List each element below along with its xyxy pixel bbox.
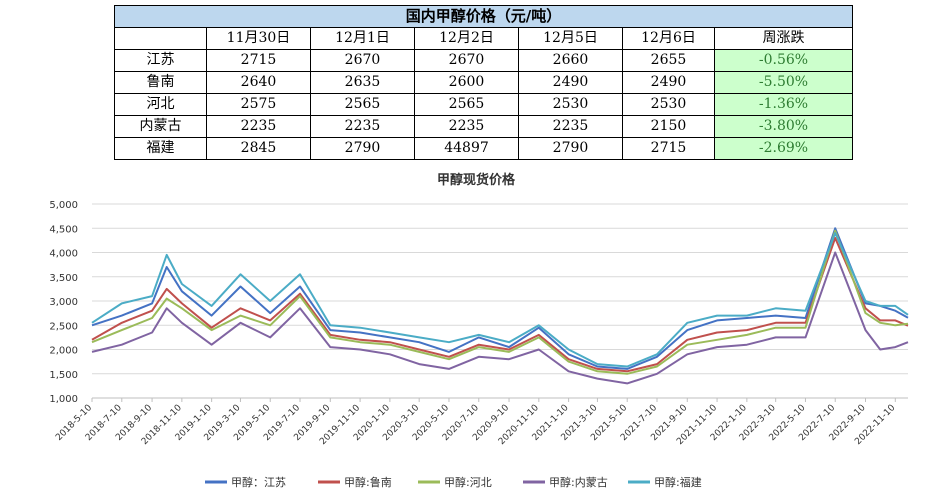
price-table: 国内甲醇价格（元/吨） 11月30日 12月1日 12月2日 12月5日 12月…: [114, 5, 853, 160]
change-cell: -2.69%: [714, 137, 853, 160]
price-cell: 2670: [310, 49, 415, 72]
grid-lines: [92, 203, 908, 399]
legend-label: 甲醇:内蒙古: [549, 475, 608, 489]
region-cell: 福建: [114, 137, 207, 160]
series-line: [91, 237, 909, 373]
y-tick-label: 4,000: [49, 249, 78, 260]
region-cell: 鲁南: [114, 71, 207, 94]
y-tick-label: 1,000: [49, 394, 78, 405]
region-cell: 内蒙古: [114, 115, 207, 138]
table-row: 鲁南 2640 2635 2600 2490 2490 -5.50%: [114, 71, 853, 94]
price-cell: 2670: [414, 49, 519, 72]
price-cell: 2575: [206, 93, 311, 116]
y-tick-label: 1,500: [49, 370, 78, 381]
price-cell: 2490: [622, 71, 715, 94]
y-tick-label: 2,500: [49, 321, 78, 332]
change-cell: -3.80%: [714, 115, 853, 138]
header-cell-change: 周涨跌: [714, 27, 853, 50]
y-tick-label: 3,500: [49, 273, 78, 284]
price-cell: 2530: [622, 93, 715, 116]
price-cell: 2235: [310, 115, 415, 138]
price-cell: 2235: [518, 115, 623, 138]
price-cell: 2150: [622, 115, 715, 138]
table-row: 内蒙古 2235 2235 2235 2235 2150 -3.80%: [114, 115, 853, 138]
chart-legend: 甲醇：江苏 甲醇:鲁南 甲醇:河北 甲醇:内蒙古 甲醇:福建: [205, 475, 702, 489]
price-cell: 2715: [206, 49, 311, 72]
table-row: 江苏 2715 2670 2670 2660 2655 -0.56%: [114, 49, 853, 72]
chart-title: 甲醇现货价格: [437, 172, 516, 188]
legend-label: 甲醇:鲁南: [344, 475, 392, 489]
series-line: [91, 232, 909, 368]
header-cell: 12月2日: [414, 27, 519, 50]
price-cell: 2235: [414, 115, 519, 138]
price-cell: 2235: [206, 115, 311, 138]
legend-label: 甲醇：江苏: [231, 475, 286, 489]
price-cell: 2845: [206, 137, 311, 160]
table-row: 福建 2845 2790 44897 2790 2715 -2.69%: [114, 137, 853, 160]
y-tick-label: 4,500: [49, 224, 78, 235]
price-cell: 2715: [622, 137, 715, 160]
price-cell: 2490: [518, 71, 623, 94]
y-axis: 1,000 1,500 2,000 2,500 3,000 3,500 4,000 4,500…: [49, 200, 78, 405]
series-line: [91, 227, 909, 370]
header-cell: 12月5日: [518, 27, 623, 50]
price-cell: 2655: [622, 49, 715, 72]
legend-label: 甲醇:河北: [444, 475, 492, 489]
header-cell: 11月30日: [206, 27, 311, 50]
price-cell: 2530: [518, 93, 623, 116]
table-header-row: 11月30日 12月1日 12月2日 12月5日 12月6日 周涨跌: [114, 27, 853, 50]
table-title: 国内甲醇价格（元/吨）: [114, 5, 853, 28]
x-axis: 2018-5-102018-7-102018-9-102018-11-10201…: [54, 397, 908, 447]
header-cell: 12月6日: [622, 27, 715, 50]
series-lines: [91, 227, 909, 385]
region-cell: 江苏: [114, 49, 207, 72]
series-line: [91, 251, 909, 385]
table-title-row: 国内甲醇价格（元/吨）: [114, 5, 853, 28]
header-cell: 12月1日: [310, 27, 415, 50]
change-cell: -0.56%: [714, 49, 853, 72]
series-line: [91, 229, 909, 375]
price-cell: 2565: [310, 93, 415, 116]
price-cell: 2600: [414, 71, 519, 94]
change-cell: -5.50%: [714, 71, 853, 94]
y-tick-label: 5,000: [49, 200, 78, 211]
y-tick-label: 3,000: [49, 297, 78, 308]
price-cell: 2790: [310, 137, 415, 160]
price-cell: 2660: [518, 49, 623, 72]
header-cell: [114, 27, 207, 50]
price-cell: 2790: [518, 137, 623, 160]
legend-label: 甲醇:福建: [654, 475, 702, 489]
region-cell: 河北: [114, 93, 207, 116]
y-tick-label: 2,000: [49, 346, 78, 357]
price-cell: 44897: [414, 137, 519, 160]
price-cell: 2565: [414, 93, 519, 116]
price-cell: 2640: [206, 71, 311, 94]
table-row: 河北 2575 2565 2565 2530 2530 -1.36%: [114, 93, 853, 116]
change-cell: -1.36%: [714, 93, 853, 116]
price-cell: 2635: [310, 71, 415, 94]
price-chart: 甲醇现货价格 1,000 1,500 2,000 2,500 3,000 3,500 4,0…: [49, 172, 909, 489]
